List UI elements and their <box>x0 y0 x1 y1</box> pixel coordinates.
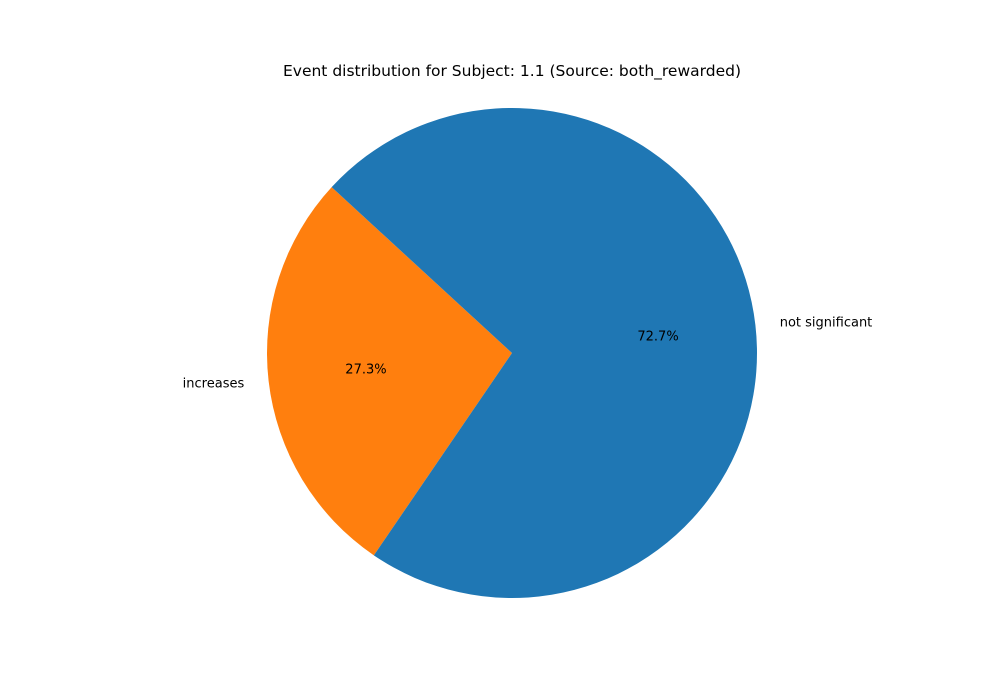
slice-percent-label: 72.7% <box>637 329 678 344</box>
chart-title: Event distribution for Subject: 1.1 (Sou… <box>283 62 741 81</box>
pie-slice-increases <box>267 187 512 556</box>
slice-label: increases <box>183 377 245 392</box>
pie-slice-not-significant <box>331 108 757 599</box>
slice-percent-label: 27.3% <box>345 363 386 378</box>
slice-label: not significant <box>780 315 873 330</box>
pie-group: increases 27.3% not significant 72.7% <box>183 108 873 599</box>
